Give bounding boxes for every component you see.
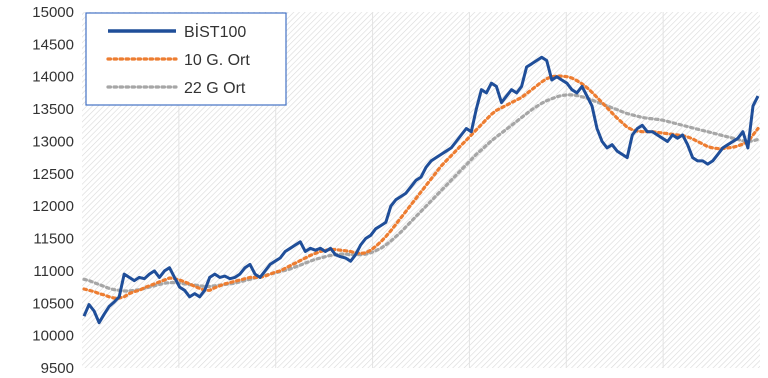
y-tick-label: 12500 xyxy=(32,166,74,183)
y-tick-label: 10500 xyxy=(32,295,74,312)
y-tick-label: 11500 xyxy=(33,231,74,248)
series-line-0 xyxy=(82,55,760,325)
y-tick-label: 9500 xyxy=(41,360,74,377)
legend-label: 22 G Ort xyxy=(184,80,246,97)
y-tick-label: 15000 xyxy=(32,4,74,21)
y-tick-label: 12000 xyxy=(32,198,74,215)
y-axis-tick-labels: 9500 10000 10500 11000 11500 12000 12500 13000 1… xyxy=(32,4,74,377)
series-lines xyxy=(82,55,760,325)
y-tick-label: 14500 xyxy=(32,36,74,53)
y-tick-label: 13500 xyxy=(32,101,74,118)
y-tick-label: 11000 xyxy=(33,263,74,280)
legend: BİST100 10 G. Ort 22 G Ort xyxy=(85,12,287,106)
y-tick-label: 14000 xyxy=(32,69,74,86)
y-tick-label: 13000 xyxy=(32,133,74,150)
legend-label: BİST100 xyxy=(184,22,246,41)
legend-label: 10 G. Ort xyxy=(184,52,250,69)
series-line-2 xyxy=(82,93,760,293)
y-tick-label: 10000 xyxy=(32,328,74,345)
